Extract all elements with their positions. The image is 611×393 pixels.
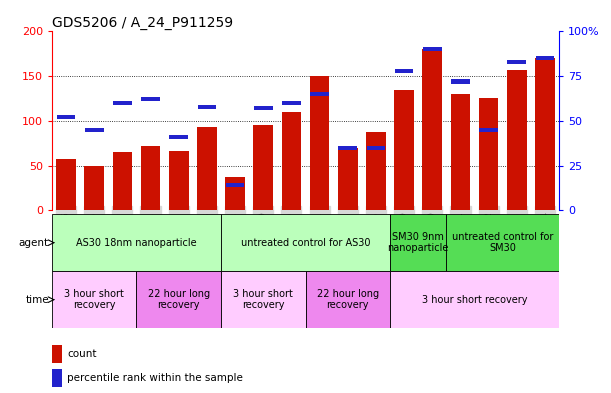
Bar [450,94,470,210]
Bar [479,128,498,132]
Bar [535,58,555,210]
Bar [338,146,357,150]
Text: 3 hour short
recovery: 3 hour short recovery [64,289,124,310]
Bar [507,70,527,210]
Bar [536,56,554,60]
Bar [136,271,221,328]
Text: agent: agent [19,238,49,248]
Text: AS30 18nm nanoparticle: AS30 18nm nanoparticle [76,238,197,248]
Bar [56,159,76,210]
Bar [451,79,470,84]
Bar [390,214,447,271]
Bar [254,107,273,110]
Bar [422,49,442,210]
Bar [221,214,390,271]
Bar [113,101,132,105]
Bar [141,146,161,210]
Bar [52,271,136,328]
Bar [221,271,306,328]
Bar [197,105,216,108]
Bar [112,152,132,210]
Bar [310,92,329,96]
Text: 22 hour long
recovery: 22 hour long recovery [148,289,210,310]
Bar [52,214,221,271]
Bar [282,101,301,105]
Bar [394,90,414,210]
Text: 3 hour short
recovery: 3 hour short recovery [233,289,293,310]
Bar [366,132,386,210]
Bar [447,214,559,271]
Bar [52,369,62,387]
Text: count: count [67,349,97,359]
Bar [282,112,301,210]
Bar [141,97,160,101]
Text: 3 hour short recovery: 3 hour short recovery [422,295,527,305]
Bar [169,135,188,139]
Bar [306,271,390,328]
Text: untreated control for AS30: untreated control for AS30 [241,238,370,248]
Bar [225,183,244,187]
Bar [367,146,386,150]
Bar [338,148,357,210]
Text: 22 hour long
recovery: 22 hour long recovery [316,289,379,310]
Bar [310,76,329,210]
Bar [225,177,245,210]
Bar [508,60,526,64]
Text: SM30 9nm
nanoparticle: SM30 9nm nanoparticle [387,232,449,253]
Bar [479,99,499,210]
Text: time: time [25,295,49,305]
Bar [423,47,442,51]
Bar [85,128,103,132]
Text: percentile rank within the sample: percentile rank within the sample [67,373,243,383]
Bar [57,115,75,119]
Bar [395,69,414,73]
Text: GDS5206 / A_24_P911259: GDS5206 / A_24_P911259 [52,17,233,30]
Bar [197,127,217,210]
Bar [390,271,559,328]
Bar [254,125,273,210]
Bar [169,151,189,210]
Bar [52,345,62,363]
Bar [84,165,104,210]
Text: untreated control for
SM30: untreated control for SM30 [452,232,554,253]
